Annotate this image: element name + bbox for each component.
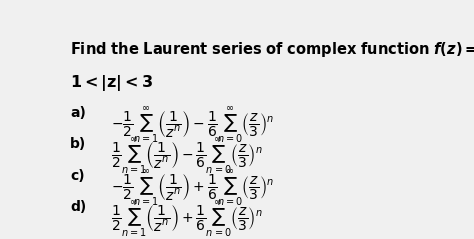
Text: $\mathbf{1 < |z| < 3}$: $\mathbf{1 < |z| < 3}$: [70, 73, 154, 93]
Text: c): c): [70, 168, 85, 183]
Text: d): d): [70, 200, 87, 214]
Text: $-\dfrac{1}{2}\sum_{n=1}^{\infty}\left(\dfrac{1}{z^n}\right) + \dfrac{1}{6}\sum_: $-\dfrac{1}{2}\sum_{n=1}^{\infty}\left(\…: [110, 168, 274, 208]
Text: $\mathbf{Find\ the\ Laurent\ series\ of\ complex\ function\ }\boldsymbol{f(z) = : $\mathbf{Find\ the\ Laurent\ series\ of\…: [70, 34, 474, 69]
Text: $\dfrac{1}{2}\sum_{n=1}^{\infty}\left(\dfrac{1}{z^n}\right) + \dfrac{1}{6}\sum_{: $\dfrac{1}{2}\sum_{n=1}^{\infty}\left(\d…: [110, 200, 262, 239]
Text: a): a): [70, 106, 86, 120]
Text: b): b): [70, 137, 87, 151]
Text: $\dfrac{1}{2}\sum_{n=1}^{\infty}\left(\dfrac{1}{z^n}\right) - \dfrac{1}{6}\sum_{: $\dfrac{1}{2}\sum_{n=1}^{\infty}\left(\d…: [110, 137, 262, 176]
Text: $-\dfrac{1}{2}\sum_{n=1}^{\infty}\left(\dfrac{1}{z^n}\right) - \dfrac{1}{6}\sum_: $-\dfrac{1}{2}\sum_{n=1}^{\infty}\left(\…: [110, 106, 274, 145]
